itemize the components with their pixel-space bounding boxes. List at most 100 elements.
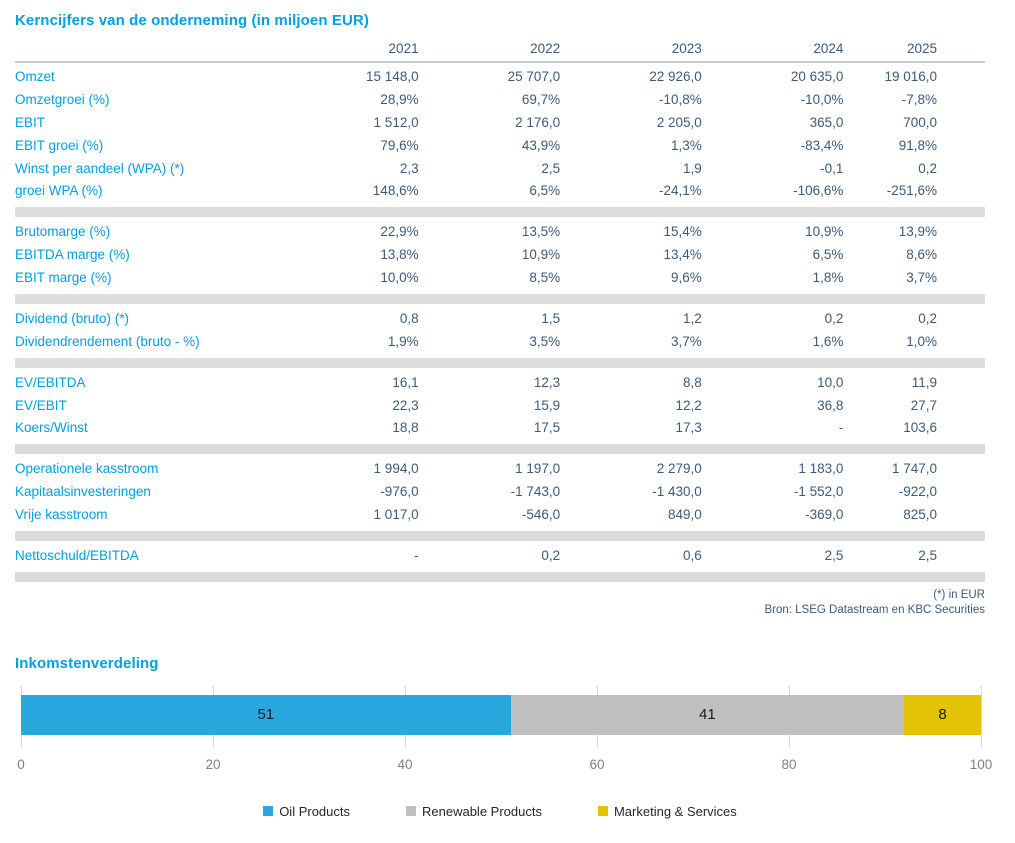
- cell-value: 2 176,0: [515, 114, 561, 130]
- x-axis-ticks: 0 20 40 60 80 100: [17, 756, 992, 774]
- legend-swatch: [263, 806, 274, 817]
- section-divider-band: [15, 289, 985, 308]
- cell-value: 1,2: [683, 310, 702, 326]
- cell-value: 148,6%: [372, 183, 419, 199]
- cell-value: 6,5%: [812, 247, 844, 263]
- table-row: Winst per aandeel (WPA) (*) 2,3 2,5 1,9 -0,1…: [15, 158, 985, 181]
- bar-segment-value: 51: [257, 706, 275, 724]
- table-footnotes: (*) in EUR Bron: LSEG Datastream en KBC …: [15, 588, 985, 619]
- cell-value: 2,5: [824, 547, 844, 563]
- cell-value: 2,5: [541, 160, 561, 176]
- section-divider-band: [15, 526, 985, 545]
- legend-swatch: [597, 806, 608, 817]
- cell-value: -976,0: [380, 484, 419, 500]
- legend-label: Marketing & Services: [613, 803, 737, 819]
- row-label: EV/EBITDA: [15, 374, 86, 390]
- chart-legend: Oil Products Renewable Products Marketing …: [15, 804, 985, 819]
- cell-value: 1 994,0: [373, 461, 419, 477]
- cell-value: -369,0: [805, 507, 844, 522]
- cell-value: -106,6%: [793, 183, 844, 199]
- table-row: Brutomarge (%) 22,9% 13,5% 15,4% 10,9% 13,9%: [15, 219, 985, 244]
- table-row: Dividendrendement (bruto - %) 1,9% 3,5% 3,7…: [15, 331, 985, 356]
- cell-value: 12,3: [533, 374, 561, 390]
- section-divider-band: [15, 203, 985, 222]
- empty-header-cell: [15, 41, 277, 63]
- cell-value: 1 747,0: [891, 461, 937, 477]
- cell-value: -7,8%: [901, 91, 937, 107]
- table-row: Omzetgroei (%) 28,9% 69,7% -10,8% -10,0% -7,8…: [15, 89, 985, 112]
- legend-item: Oil Products: [263, 804, 350, 819]
- cell-value: -: [838, 420, 844, 436]
- cell-value: 2 279,0: [656, 461, 702, 477]
- cell-value: 10,0: [817, 374, 844, 390]
- bar-segment: 8: [904, 694, 981, 735]
- row-label: Dividend (bruto) (*): [15, 310, 130, 326]
- cell-value: 6,5%: [529, 183, 561, 199]
- row-label: Operationele kasstroom: [15, 461, 159, 477]
- table-row: Kapitaalsinvesteringen -976,0 -1 743,0 -1 4…: [15, 481, 985, 504]
- legend-swatch: [406, 806, 416, 817]
- chart-plot-area: 51 41 8: [21, 685, 982, 748]
- cell-value: 36,8: [817, 397, 844, 413]
- year-header-row: 2021 2022 2023 2024 2025: [15, 41, 985, 63]
- section-divider-band: [15, 567, 985, 586]
- cell-value: 8,6%: [906, 247, 937, 263]
- cell-value: 0,2: [541, 547, 561, 563]
- section-divider-band: [15, 440, 985, 459]
- cell-value: 22,9%: [380, 224, 419, 240]
- table-row: Nettoschuld/EBITDA - 0,2 0,6 2,5 2,5: [15, 543, 985, 570]
- cell-value: 3,7%: [906, 270, 937, 285]
- cell-value: 1,0%: [906, 333, 937, 349]
- year-header: 2025: [843, 41, 985, 63]
- row-label: Nettoschuld/EBITDA: [15, 547, 139, 563]
- cell-value: -251,6%: [886, 183, 937, 199]
- revenue-distribution-title: Inkomstenverdeling: [15, 654, 159, 672]
- legend-item: Marketing & Services: [597, 803, 737, 819]
- cell-value: 1,8%: [812, 270, 844, 285]
- cell-value: -1 430,0: [652, 484, 702, 500]
- row-label: EBIT groei (%): [15, 137, 104, 153]
- cell-value: 0,2: [918, 160, 937, 176]
- cell-value: 2,3: [399, 160, 419, 176]
- cell-value: 13,8%: [380, 247, 419, 263]
- row-label: EBIT: [15, 114, 46, 130]
- x-tick-label: 100: [969, 756, 993, 772]
- year-header: 2024: [701, 41, 844, 63]
- row-label: Winst per aandeel (WPA) (*): [15, 160, 185, 176]
- cell-value: 15,9: [533, 397, 561, 413]
- cell-value: 1,5: [541, 310, 561, 326]
- cell-value: 0,2: [824, 310, 844, 326]
- table-row: EV/EBIT 22,3 15,9 12,2 36,8 27,7: [15, 395, 985, 418]
- cell-value: 0,8: [399, 310, 419, 326]
- cell-value: 1 017,0: [373, 507, 419, 522]
- footnote-unit: (*) in EUR: [933, 588, 985, 601]
- stacked-bar: 51 41 8: [21, 694, 981, 735]
- cell-value: -1 552,0: [793, 484, 844, 500]
- cell-value: 8,8: [683, 374, 702, 390]
- x-tick-label: 0: [17, 756, 25, 772]
- cell-value: -546,0: [521, 507, 561, 522]
- cell-value: 8,5%: [529, 270, 561, 285]
- cell-value: -10,0%: [800, 91, 844, 107]
- table-row: EBIT marge (%) 10,0% 8,5% 9,6% 1,8% 3,7%: [15, 267, 985, 292]
- bar-segment: 51: [21, 694, 511, 735]
- cell-value: 18,8: [392, 420, 419, 436]
- row-label: EBIT marge (%): [15, 270, 112, 285]
- cell-value: 0,2: [918, 310, 937, 326]
- cell-value: 13,4%: [663, 247, 702, 263]
- cell-value: 849,0: [667, 507, 702, 522]
- cell-value: 12,2: [675, 397, 702, 413]
- cell-value: 1 183,0: [798, 461, 844, 477]
- table-row: Vrije kasstroom 1 017,0 -546,0 849,0 -369,0 8…: [15, 504, 985, 529]
- cell-value: 16,1: [392, 374, 419, 390]
- cell-value: -0,1: [820, 160, 844, 176]
- cell-value: 1,9: [683, 160, 702, 176]
- row-label: Dividendrendement (bruto - %): [15, 333, 200, 349]
- cell-value: 10,9%: [521, 247, 561, 263]
- key-figures-table: 2021 2022 2023 2024 2025 Omzet 15 148,0 25…: [15, 41, 985, 586]
- cell-value: -922,0: [898, 484, 937, 500]
- x-tick-label: 20: [205, 756, 221, 772]
- row-label: Vrije kasstroom: [15, 507, 108, 522]
- cell-value: 10,9%: [805, 224, 844, 240]
